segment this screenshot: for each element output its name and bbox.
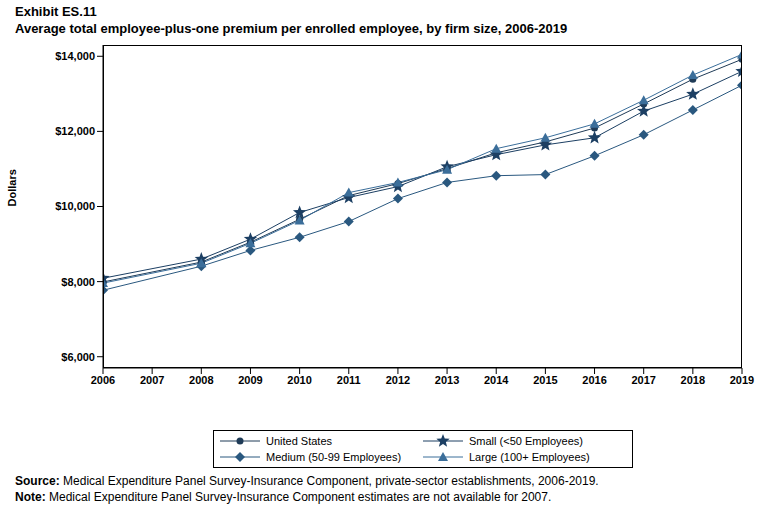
svg-text:2006: 2006	[91, 374, 115, 386]
html-text:Source: Medical Expenditure Pa: Source: Medical Expenditure Panel Survey…	[15, 474, 599, 488]
html-text:Note: Medical Expenditure Pane: Note: Medical Expenditure Panel Survey-I…	[15, 490, 552, 504]
svg-text:2015: 2015	[533, 374, 557, 386]
svg-text:2014: 2014	[484, 374, 509, 386]
svg-text:2007: 2007	[140, 374, 164, 386]
svg-text:2016: 2016	[582, 374, 606, 386]
svg-text:2008: 2008	[189, 374, 213, 386]
html-text:Large (100+ Employees): Large (100+ Employees)	[469, 451, 590, 463]
svg-text:2013: 2013	[435, 374, 459, 386]
html-text:Small (<50 Employees): Small (<50 Employees)	[469, 435, 583, 447]
svg-text:2017: 2017	[631, 374, 655, 386]
svg-text:2009: 2009	[238, 374, 262, 386]
html-text:Average total employee-plus-on: Average total employee-plus-one premium …	[15, 21, 568, 36]
html-text:Medium (50-99 Employees): Medium (50-99 Employees)	[266, 451, 402, 463]
svg-text:$6,000: $6,000	[61, 351, 95, 363]
svg-text:2012: 2012	[386, 374, 410, 386]
svg-text:$14,000: $14,000	[55, 50, 95, 62]
svg-text:$8,000: $8,000	[61, 276, 95, 288]
svg-text:$10,000: $10,000	[55, 200, 95, 212]
html-text:Exhibit ES.11: Exhibit ES.11	[15, 4, 97, 19]
svg-text:2011: 2011	[337, 374, 361, 386]
svg-text:2019: 2019	[730, 374, 750, 386]
svg-text:Dollars: Dollars	[8, 169, 18, 206]
svg-text:$12,000: $12,000	[55, 125, 95, 137]
html-text:United States: United States	[266, 435, 332, 447]
svg-text:2018: 2018	[681, 374, 705, 386]
svg-text:2010: 2010	[287, 374, 311, 386]
